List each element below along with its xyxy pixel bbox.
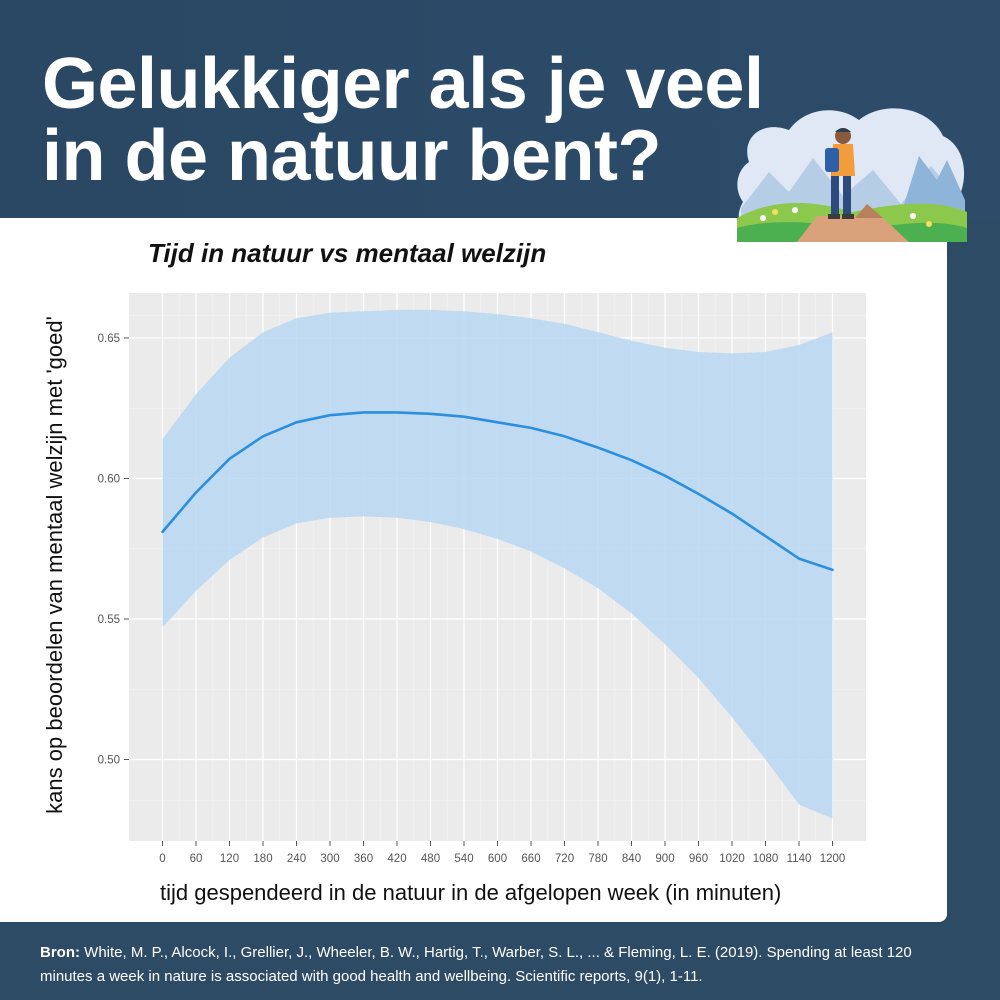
header-banner: Gelukkiger als je veel in de natuur bent… [0, 0, 1000, 218]
x-tick-label: 600 [488, 853, 507, 865]
hiker-landscape-illustration [737, 108, 967, 242]
trend-line [161, 411, 834, 572]
x-tick-label: 60 [190, 853, 203, 865]
y-tick-label: 0.50 [98, 755, 120, 767]
x-tick-label: 420 [387, 853, 406, 865]
x-tick-label: 1200 [820, 853, 846, 865]
chart-title: Tijd in natuur vs mentaal welzijn [148, 238, 547, 268]
source-citation: Bron: White, M. P., Alcock, I., Grellier… [40, 941, 960, 989]
x-tick-label: 540 [454, 853, 473, 865]
x-tick-label: 480 [421, 853, 440, 865]
y-axis-label: kans op beoordelen van mentaal welzijn m… [42, 316, 67, 814]
x-tick-label: 1140 [787, 853, 812, 865]
x-tick-label: 120 [220, 853, 239, 865]
x-tick-label: 1020 [719, 853, 745, 865]
title-line-1: Gelukkiger als je veel [42, 44, 764, 124]
source-label: Bron: [40, 944, 80, 961]
page-title: Gelukkiger als je veel in de natuur bent… [42, 44, 764, 196]
y-tick-label: 0.65 [98, 333, 120, 345]
x-axis: 0 60 120 180 240 300 360 420 480 540 600 660 720 780 8… [159, 841, 845, 865]
x-tick-label: 1080 [753, 853, 779, 865]
x-tick-label: 780 [588, 853, 607, 865]
x-tick-label: 300 [320, 853, 339, 865]
x-tick-label: 960 [689, 853, 708, 865]
x-tick-label: 660 [521, 853, 540, 865]
x-tick-label: 0 [159, 853, 165, 865]
title-line-2: in de natuur bent? [42, 116, 661, 196]
y-tick-label: 0.60 [98, 473, 120, 485]
y-axis: 0.50 0.55 0.60 0.65 [98, 333, 129, 767]
x-tick-label: 180 [253, 853, 272, 865]
y-tick-label: 0.55 [98, 614, 120, 626]
x-tick-label: 360 [354, 853, 373, 865]
x-tick-label: 840 [622, 853, 641, 865]
x-tick-label: 900 [655, 853, 674, 865]
source-text: White, M. P., Alcock, I., Grellier, J., … [40, 944, 912, 985]
x-axis-label: tijd gespendeerd in de natuur in de afge… [160, 880, 782, 905]
x-tick-label: 720 [555, 853, 574, 865]
confidence-band [162, 309, 833, 819]
x-tick-label: 240 [287, 853, 306, 865]
